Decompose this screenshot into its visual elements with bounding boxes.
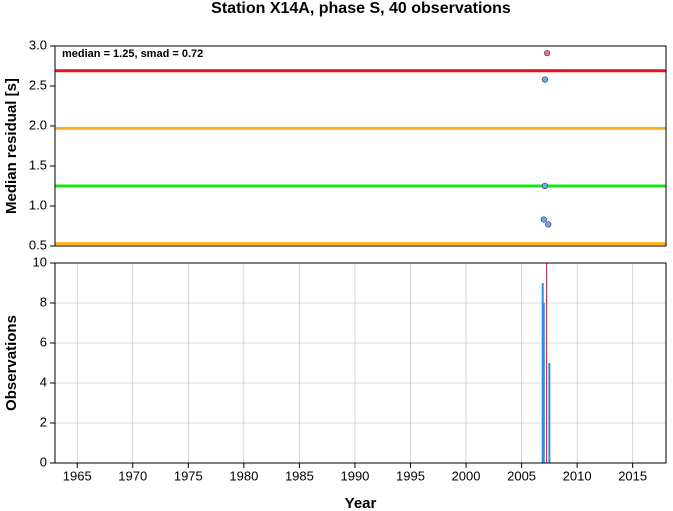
plot-frame: [54, 262, 667, 464]
y-tick-label: 3.0: [29, 37, 47, 52]
point: [541, 76, 549, 83]
annotation: median = 1.25, smad = 0.72: [62, 48, 203, 60]
y-tick-label: 0: [40, 454, 47, 469]
x-tick-label: 1970: [118, 468, 147, 483]
point: [544, 50, 551, 57]
x-tick-label: 2015: [618, 468, 647, 483]
x-tick-label: 2010: [563, 468, 592, 483]
chart-title: Station X14A, phase S, 40 observations: [211, 0, 511, 17]
plot-frame: [54, 45, 667, 247]
bar: [546, 263, 548, 463]
y-tick-label: 10: [33, 254, 47, 269]
y-tick-label: 2.0: [29, 117, 47, 132]
y-tick-label: 2.5: [29, 77, 47, 92]
x-tick-label: 2005: [507, 468, 536, 483]
x-tick-label: 1995: [396, 468, 425, 483]
y-tick-label: 0.5: [29, 237, 47, 252]
bar: [548, 363, 551, 463]
x-tick-label: 1980: [229, 468, 258, 483]
x-tick-label: 2000: [452, 468, 481, 483]
y-tick-label: 2: [40, 414, 47, 429]
point: [545, 221, 552, 228]
point: [540, 216, 547, 223]
x-tick-label: 1975: [174, 468, 203, 483]
bar: [542, 303, 545, 463]
bar: [541, 283, 544, 463]
y-tick-label: 6: [40, 334, 47, 349]
x-tick-label: 1985: [285, 468, 314, 483]
point: [541, 182, 549, 190]
y-tick-label: 1.0: [29, 197, 47, 212]
y-axis-label: Median residual [s]: [3, 78, 20, 214]
y-tick-label: 4: [40, 374, 47, 389]
y-axis-label: Observations: [3, 315, 20, 411]
x-tick-label: 1990: [340, 468, 369, 483]
x-axis-label: Year: [345, 495, 377, 511]
y-tick-label: 1.5: [29, 157, 47, 172]
x-tick-label: 1965: [63, 468, 92, 483]
y-tick-label: 8: [40, 294, 47, 309]
